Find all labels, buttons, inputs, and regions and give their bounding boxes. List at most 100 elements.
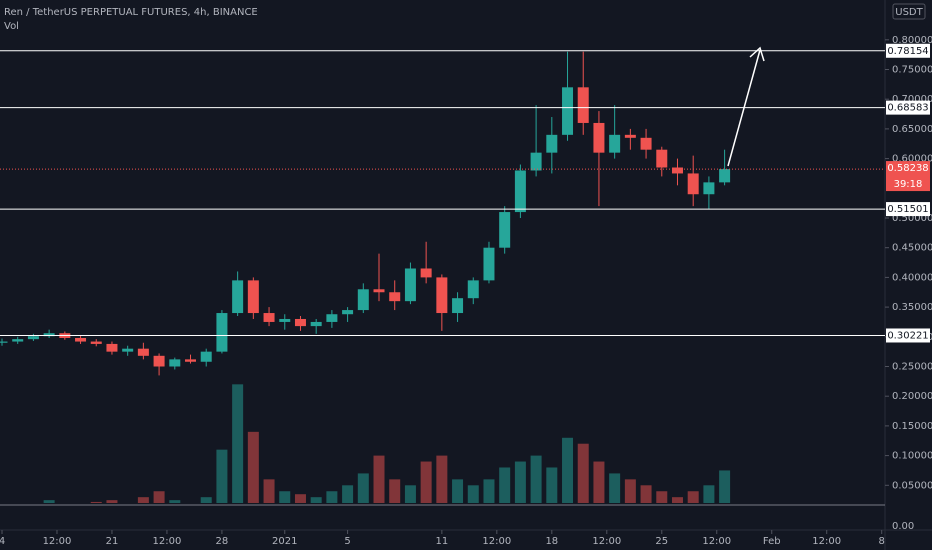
x-tick-label: 4 [0, 536, 5, 547]
volume-bar [546, 467, 558, 503]
volume-bar [687, 491, 699, 503]
candle-body [153, 355, 165, 367]
y-tick-label: 0.80000 [892, 35, 932, 46]
level-label-box [886, 202, 930, 217]
volume-bar [200, 497, 212, 503]
candle-body [232, 280, 244, 314]
x-tick-label: 12:00 [482, 536, 511, 547]
level-label-box [886, 328, 930, 343]
volume-bar [169, 500, 181, 503]
candle-body [326, 314, 338, 322]
level-label: 0.30221 [887, 330, 928, 341]
candle-body [106, 343, 118, 352]
candle-body [43, 333, 55, 337]
volume-bar [310, 497, 322, 503]
volume-bar [624, 479, 636, 503]
x-tick-label: 12:00 [592, 536, 621, 547]
volume-bar [467, 485, 479, 503]
candle-body [90, 341, 102, 344]
current-price-box [886, 161, 930, 192]
candle-body [514, 170, 526, 213]
volume-bar [514, 461, 526, 503]
candle-body [593, 122, 605, 153]
candle-body [12, 339, 24, 342]
candle-body [719, 169, 731, 183]
volume-bar [0, 506, 7, 515]
volume-bar [137, 497, 149, 503]
plot [0, 51, 731, 515]
volume-bar [530, 455, 542, 503]
volume-bar [373, 455, 385, 503]
volume-bar [389, 479, 401, 503]
x-tick-label: 28 [216, 536, 229, 547]
volume-bar [562, 437, 574, 503]
candle-body [577, 87, 589, 123]
candle-body [279, 318, 291, 322]
candle-body [404, 268, 416, 302]
level-label-box [886, 43, 930, 58]
volume-bar [357, 473, 369, 503]
volume-bar [106, 500, 118, 503]
volume-bar [279, 491, 291, 503]
volume-bar [499, 467, 511, 503]
candle-body [169, 359, 181, 367]
y-tick-label: 0.40000 [892, 272, 932, 283]
candle-body [200, 351, 212, 362]
candle-body [436, 277, 448, 314]
forecast-arrow [727, 49, 761, 167]
candle-body [687, 173, 699, 195]
y-tick-label: 0.25000 [892, 361, 932, 372]
candle-body [389, 292, 401, 302]
y-tick-label: 0.50000 [892, 213, 932, 224]
candle-body [294, 318, 306, 327]
candle-body [452, 298, 464, 314]
volume-bar [483, 479, 495, 503]
x-tick-label: 8 [879, 536, 885, 547]
volume-bar [232, 384, 244, 503]
y-tick-label: 0.05000 [892, 480, 932, 491]
volume-bar [12, 504, 23, 515]
x-tick-label: 18 [545, 536, 558, 547]
candle-body [0, 341, 8, 343]
candle-body [122, 348, 134, 352]
candle-body [562, 87, 574, 135]
y-tick-label: 0.65000 [892, 124, 932, 135]
candle-body [247, 280, 259, 314]
y-tick-label: 0.20000 [892, 391, 932, 402]
chart-title: Ren / TetherUS PERPETUAL FUTURES, 4h, BI… [4, 7, 258, 18]
volume-bar [90, 501, 102, 503]
candle-body [27, 336, 39, 340]
candle-body [499, 212, 511, 248]
volume-bar [342, 485, 354, 503]
volume-bar [263, 479, 275, 503]
x-tick-label: 12:00 [153, 536, 182, 547]
candle-body [624, 134, 636, 138]
volume-bar [294, 494, 306, 503]
currency-box [892, 3, 926, 20]
x-tick-label: 11 [435, 536, 448, 547]
volume-label: Vol [4, 21, 19, 32]
x-tick-label: 12:00 [812, 536, 841, 547]
volume-bar [452, 479, 464, 503]
y-tick-label: 0.60000 [892, 154, 932, 165]
volume-bar [671, 497, 683, 503]
volume-bar [703, 485, 715, 503]
x-tick-label: 12:00 [43, 536, 72, 547]
volume-bar [216, 449, 228, 503]
candle-body [609, 134, 621, 153]
candle-body [530, 152, 542, 171]
volume-bar [577, 443, 589, 503]
volume-bar [436, 455, 448, 503]
candle-body [75, 337, 87, 342]
candle-body [373, 289, 385, 293]
volume-bar [609, 473, 621, 503]
volume-bar [593, 461, 605, 503]
volume-bar [719, 470, 731, 503]
level-label: 0.78154 [887, 46, 928, 57]
candle-body [137, 348, 149, 356]
candle-body [640, 137, 652, 150]
volume-bar [75, 504, 86, 515]
candle-body [216, 313, 228, 352]
y-tick-label: 0.70000 [892, 94, 932, 105]
